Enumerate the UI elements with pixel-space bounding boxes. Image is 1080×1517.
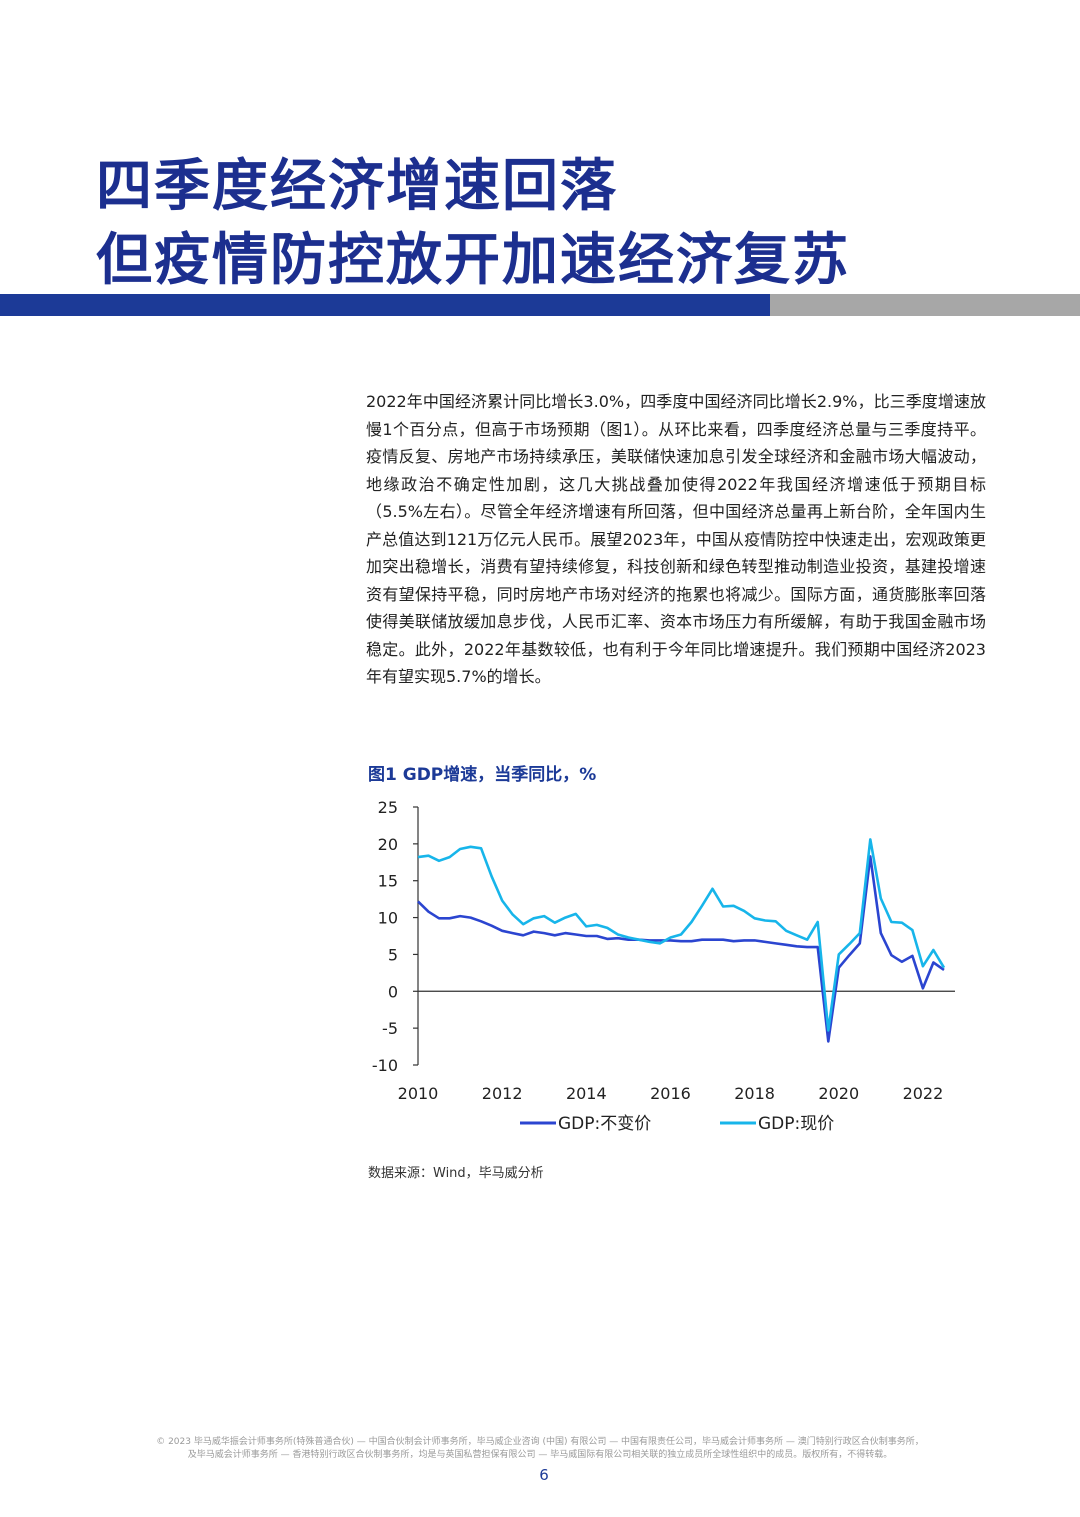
body-paragraph: 2022年中国经济累计同比增长3.0%，四季度中国经济同比增长2.9%，比三季度… — [366, 392, 986, 686]
x-tick-label: 2018 — [734, 1084, 775, 1103]
y-tick-label: 5 — [388, 945, 398, 964]
legend-label-1: GDP:不变价 — [558, 1114, 651, 1134]
y-tick-label: 15 — [378, 872, 398, 891]
y-tick-label: 10 — [378, 909, 398, 928]
x-tick-label: 2022 — [903, 1084, 944, 1103]
footer-line-2: 及毕马威会计师事务所 — 香港特别行政区合伙制事务所，均是与英国私营担保有限公司… — [187, 1450, 893, 1460]
y-tick-label: 0 — [388, 982, 398, 1001]
header-accent-bar-blue — [0, 294, 770, 316]
x-tick-label: 2014 — [566, 1084, 607, 1103]
x-tick-label: 2016 — [650, 1084, 691, 1103]
y-tick-label: 20 — [378, 835, 398, 854]
y-tick-label: -10 — [372, 1056, 398, 1075]
x-tick-label: 2012 — [482, 1084, 523, 1103]
footer-line-1: © 2023 毕马威华振会计师事务所(特殊普通合伙) — 中国合伙制会计师事务所… — [156, 1437, 924, 1447]
header-accent-bar-gray — [770, 294, 1080, 316]
x-tick-label: 2020 — [818, 1084, 859, 1103]
title-line-2: 但疫情防控放开加速经济复苏 — [96, 228, 850, 293]
series-line-1 — [417, 855, 945, 1043]
page-number: 6 — [539, 1466, 549, 1484]
y-tick-label: -5 — [382, 1019, 398, 1038]
x-tick-label: 2010 — [398, 1084, 439, 1103]
legend-label-2: GDP:现价 — [758, 1114, 834, 1134]
data-source-note: 数据来源：Wind，毕马威分析 — [368, 1166, 544, 1181]
copyright-footer: © 2023 毕马威华振会计师事务所(特殊普通合伙) — 中国合伙制会计师事务所… — [100, 1436, 980, 1462]
series-line-2 — [417, 838, 946, 1032]
y-tick-label: 25 — [378, 798, 398, 817]
page-title: 四季度经济增速回落 但疫情防控放开加速经济复苏 — [96, 150, 850, 298]
figure-title: 图1 GDP增速，当季同比，% — [368, 765, 597, 785]
title-line-1: 四季度经济增速回落 — [96, 154, 618, 219]
